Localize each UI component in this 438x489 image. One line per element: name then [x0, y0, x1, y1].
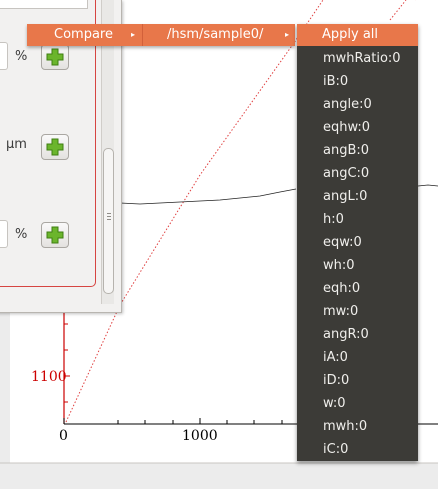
add-button-1[interactable]: [41, 44, 69, 70]
menu-item-mwh[interactable]: mwh:0: [323, 419, 368, 434]
menu-item-eqw[interactable]: eqw:0: [323, 235, 362, 250]
plus-icon: [46, 226, 64, 244]
micron-unit-label: µm: [6, 137, 27, 152]
menu-item-id[interactable]: iD:0: [323, 373, 350, 388]
menu-item-eqh[interactable]: eqh:0: [323, 281, 361, 296]
settings-group-frame: % µm %: [0, 0, 96, 287]
menu-compare[interactable]: Compare: [54, 27, 113, 42]
percent-unit-label-3: %: [15, 227, 28, 242]
menu-item-ib[interactable]: iB:0: [323, 74, 349, 89]
data-curve-tail: [417, 184, 438, 187]
menu-item-mw[interactable]: mw:0: [323, 304, 359, 319]
menu-item-mwhratio[interactable]: mwhRatio:0: [323, 51, 401, 66]
y-tick-label: 1100: [31, 369, 67, 385]
x-tick-label-0: 0: [59, 428, 68, 444]
submenu-arrow-icon: ▸: [285, 30, 290, 39]
add-button-2[interactable]: [41, 134, 69, 160]
menu-item-h[interactable]: h:0: [323, 212, 344, 227]
menu-item-angl[interactable]: angL:0: [323, 189, 368, 204]
reference-dotted-line-2: [389, 0, 407, 21]
menu-separator: [142, 24, 143, 46]
apply-all-row[interactable]: Apply all: [297, 24, 418, 46]
submenu-arrow-icon: ▸: [131, 30, 136, 39]
add-button-3[interactable]: [41, 222, 69, 248]
dialog-scrollbar[interactable]: [101, 0, 114, 304]
menu-item-w[interactable]: w:0: [323, 396, 346, 411]
menu-item-ia[interactable]: iA:0: [323, 350, 348, 365]
menu-item-ic[interactable]: iC:0: [323, 442, 349, 457]
menu-item-wh[interactable]: wh:0: [323, 258, 355, 273]
top-input-field[interactable]: [0, 0, 88, 9]
menu-item-angle[interactable]: angle:0: [323, 97, 372, 112]
menu-item-eqhw[interactable]: eqhw:0: [323, 120, 371, 135]
menu-sample-path[interactable]: /hsm/sample0/: [167, 27, 264, 42]
percent-input-1[interactable]: [0, 42, 8, 70]
value-menu: Apply all mwhRatio:0 iB:0 angle:0 eqhw:0…: [297, 24, 418, 461]
menu-item-angc[interactable]: angC:0: [323, 166, 370, 181]
menu-item-angr[interactable]: angR:0: [323, 327, 369, 342]
plus-icon: [46, 138, 64, 156]
context-menubar: Compare ▸ /hsm/sample0/ ▸: [27, 24, 295, 46]
x-tick-label-1000: 1000: [182, 428, 218, 444]
menu-item-angb[interactable]: angB:0: [323, 143, 370, 158]
apply-all-item[interactable]: Apply all: [322, 27, 379, 42]
scrollbar-thumb[interactable]: [103, 148, 114, 294]
percent-input-3[interactable]: [0, 220, 8, 248]
plus-icon: [46, 48, 64, 66]
settings-dialog: % µm %: [0, 0, 122, 313]
percent-unit-label: %: [15, 49, 28, 64]
data-curve: [119, 188, 297, 205]
